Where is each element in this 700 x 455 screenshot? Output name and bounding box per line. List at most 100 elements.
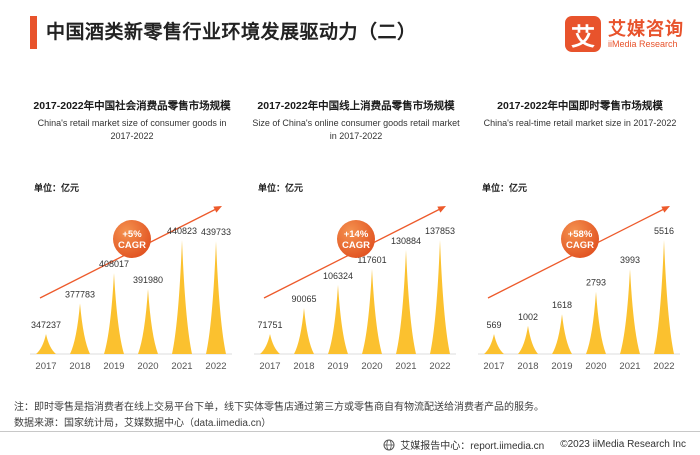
chart-unit-label: 单位：亿元	[34, 183, 80, 193]
chart-title: 2017-2022年中国即时零售市场规模	[497, 100, 663, 112]
chart-card-instant-retail: 2017-2022年中国即时零售市场规模 China's real-time r…	[474, 98, 686, 386]
cagr-badge	[113, 220, 151, 258]
iimedia-logo: 艾 艾媒咨询 iiMedia Research	[565, 16, 684, 52]
x-axis-label: 2017	[483, 361, 504, 372]
accent-bar	[30, 16, 37, 49]
value-label: 408017	[99, 259, 129, 269]
bar-spike	[430, 240, 450, 354]
value-label: 347237	[31, 320, 61, 330]
value-label: 569	[486, 320, 501, 330]
chart-subtitle: China's real-time retail market size in …	[483, 118, 677, 128]
footnotes: 注：即时零售是指消费者在线上交易平台下单，线下实体零售店通过第三方或零售商自有物…	[14, 400, 544, 432]
x-axis-label: 2019	[551, 361, 572, 372]
bar-spike	[654, 240, 674, 354]
value-label: 90065	[291, 294, 316, 304]
logo-name-en: iiMedia Research	[608, 38, 678, 49]
report-center-icon	[383, 439, 395, 450]
value-label: 2793	[586, 278, 606, 288]
trend-arrowhead	[213, 206, 222, 213]
note-text: 注：即时零售是指消费者在线上交易平台下单，线下实体零售店通过第三方或零售商自有物…	[14, 402, 544, 413]
value-label: 439733	[201, 227, 231, 237]
cagr-badge	[337, 220, 375, 258]
value-label: 1618	[552, 300, 572, 310]
value-label: 5516	[654, 226, 674, 236]
copyright-text: ©2023 iiMedia Research Inc	[560, 439, 686, 450]
x-axis-label: 2022	[429, 361, 450, 372]
x-axis-label: 2017	[35, 361, 56, 372]
x-axis-label: 2021	[619, 361, 640, 372]
x-axis-label: 2020	[361, 361, 382, 372]
chart-card-consumer-goods: 2017-2022年中国社会消费品零售市场规模 China's retail m…	[26, 98, 238, 386]
chart-title: 2017-2022年中国线上消费品零售市场规模	[257, 100, 455, 112]
cagr-label: CAGR	[342, 240, 370, 251]
report-center-text: 艾媒报告中心：report.iimedia.cn	[400, 441, 545, 452]
cagr-label: CAGR	[118, 240, 146, 251]
bar-spike	[328, 284, 348, 354]
value-label: 137853	[425, 226, 455, 236]
cagr-value: +14%	[344, 229, 369, 240]
charts-row: 2017-2022年中国社会消费品零售市场规模 China's retail m…	[26, 98, 686, 386]
value-label: 391980	[133, 275, 163, 285]
x-axis-label: 2022	[653, 361, 674, 372]
page-title: 中国酒类新零售行业环境发展驱动力（二）	[46, 22, 417, 43]
value-label: 3993	[620, 255, 640, 265]
value-label: 106324	[323, 271, 353, 281]
bar-spike	[138, 289, 158, 354]
footer: 艾媒报告中心：report.iimedia.cn ©2023 iiMedia R…	[383, 437, 686, 452]
source-text: 数据来源：国家统计局，艾媒数据中心（data.iimedia.cn）	[14, 418, 272, 429]
bar-spike	[172, 240, 192, 354]
value-label: 130884	[391, 236, 421, 246]
bar-spike	[70, 303, 90, 354]
bar-spike	[552, 314, 572, 354]
x-axis-label: 2019	[103, 361, 124, 372]
bar-spike	[396, 249, 416, 354]
bar-spike	[104, 272, 124, 354]
bar-spike	[586, 291, 606, 354]
cagr-label: CAGR	[566, 240, 594, 251]
trend-arrowhead	[437, 206, 446, 213]
spike-bar-chart: 71751 2017 90065 2018 106324 2019 117601 2020 13…	[254, 206, 456, 372]
chart-subtitle: Size of China's online consumer goods re…	[252, 118, 460, 141]
bar-spike	[206, 241, 226, 354]
bar-spike	[260, 334, 280, 354]
x-axis-label: 2019	[327, 361, 348, 372]
cagr-value: +58%	[568, 229, 593, 240]
x-axis-label: 2018	[293, 361, 314, 372]
x-axis-label: 2021	[171, 361, 192, 372]
x-axis-label: 2021	[395, 361, 416, 372]
x-axis-label: 2020	[585, 361, 606, 372]
cagr-badge	[561, 220, 599, 258]
x-axis-label: 2022	[205, 361, 226, 372]
x-axis-label: 2017	[259, 361, 280, 372]
chart-unit-label: 单位：亿元	[482, 183, 528, 193]
value-label: 377783	[65, 289, 95, 299]
bar-spike	[362, 268, 382, 354]
value-label: 71751	[257, 320, 282, 330]
footer-divider	[0, 431, 700, 432]
title-wrap: 中国酒类新零售行业环境发展驱动力（二）	[30, 16, 417, 49]
bar-spike	[484, 334, 504, 354]
bar-spike	[518, 325, 538, 354]
chart-unit-label: 单位：亿元	[258, 183, 304, 193]
chart-card-online-retail: 2017-2022年中国线上消费品零售市场规模 Size of China's …	[250, 98, 462, 386]
iimedia-logo-icon: 艾	[565, 16, 601, 52]
bar-spike	[294, 307, 314, 354]
value-label: 440823	[167, 226, 197, 236]
x-axis-label: 2020	[137, 361, 158, 372]
chart-title: 2017-2022年中国社会消费品零售市场规模	[33, 100, 231, 112]
spike-bar-chart: 347237 2017 377783 2018 408017 2019 391980 2020…	[30, 206, 232, 372]
x-axis-label: 2018	[69, 361, 90, 372]
spike-bar-chart: 569 2017 1002 2018 1618 2019 2793 2020 3993 2021 5…	[478, 206, 680, 372]
cagr-value: +5%	[122, 229, 142, 240]
bar-spike	[620, 268, 640, 354]
x-axis-label: 2018	[517, 361, 538, 372]
trend-arrowhead	[661, 206, 670, 213]
header: 中国酒类新零售行业环境发展驱动力（二） 艾 艾媒咨询 iiMedia Resea…	[30, 16, 684, 52]
logo-name-cn: 艾媒咨询	[608, 18, 684, 39]
value-label: 1002	[518, 312, 538, 322]
chart-subtitle: China's retail market size of consumer g…	[37, 118, 227, 141]
bar-spike	[36, 334, 56, 354]
logo-text: 艾媒咨询 iiMedia Research	[608, 19, 684, 50]
value-label: 117601	[357, 255, 386, 265]
